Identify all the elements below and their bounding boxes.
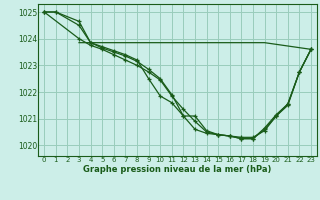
X-axis label: Graphe pression niveau de la mer (hPa): Graphe pression niveau de la mer (hPa) <box>84 165 272 174</box>
